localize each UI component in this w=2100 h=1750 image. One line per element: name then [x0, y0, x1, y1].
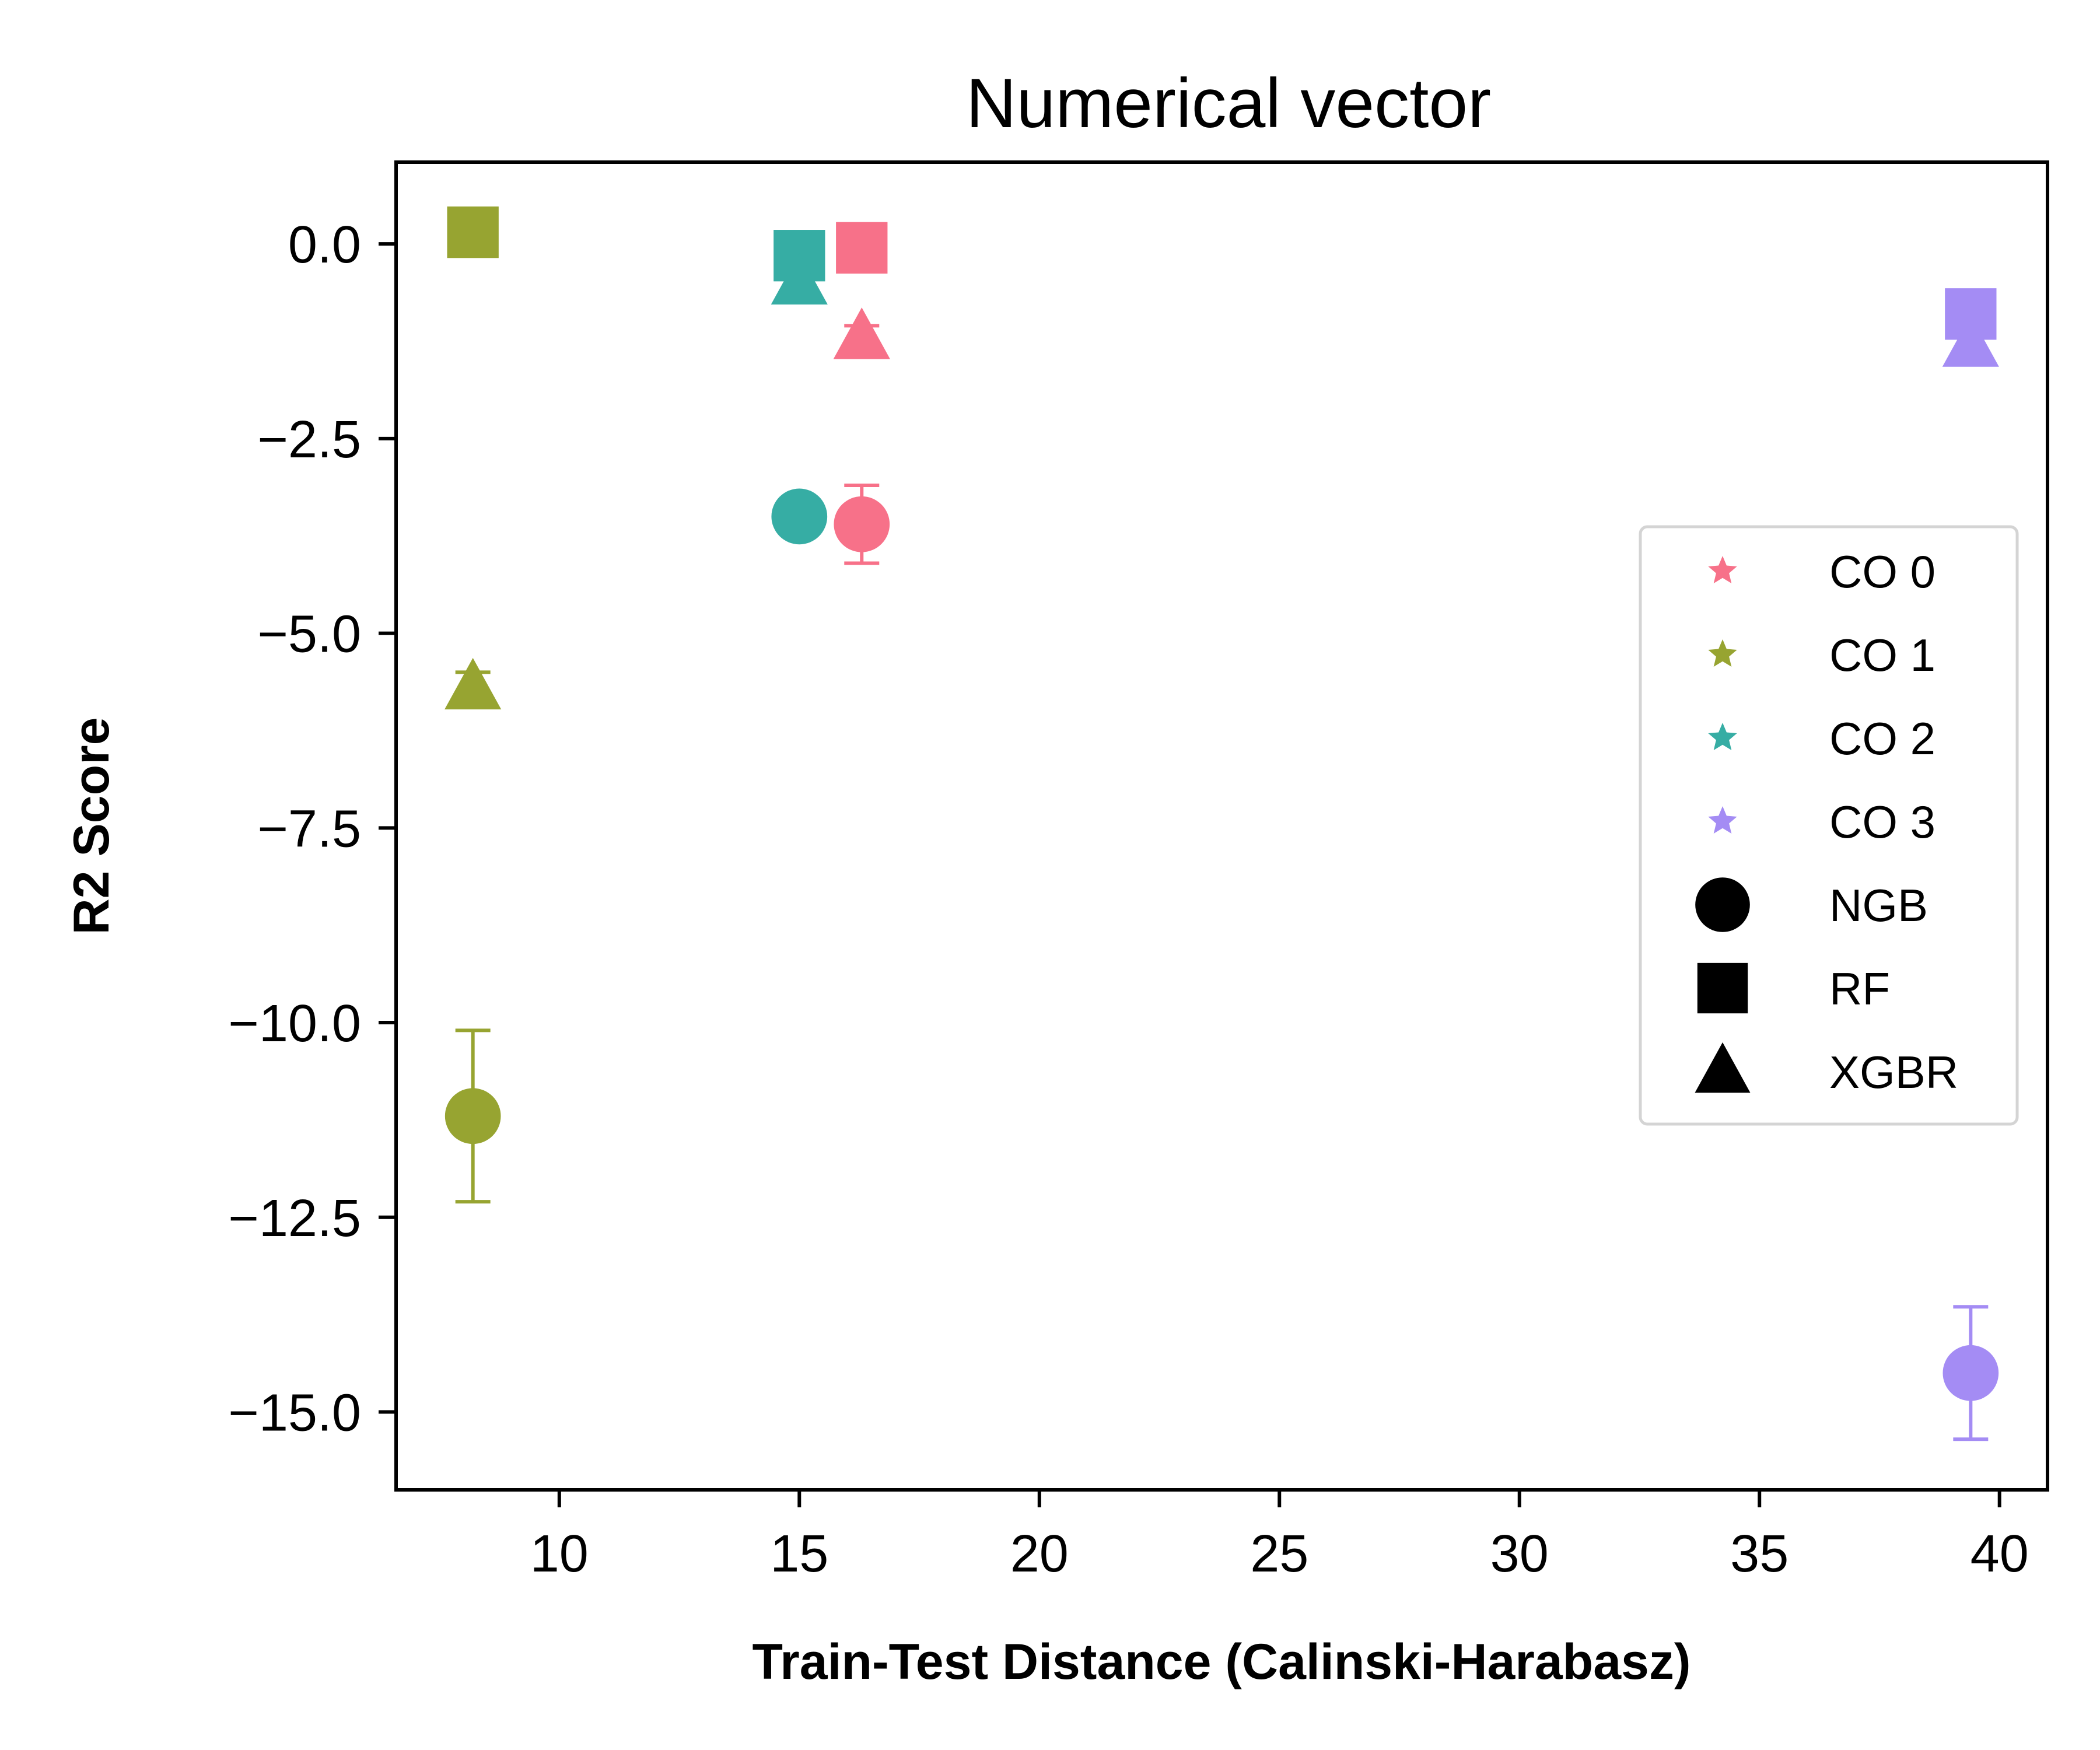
legend-label-co-2: CO 2 [1829, 713, 1936, 764]
y-tick-label-6: −15.0 [228, 1384, 361, 1443]
legend-marker-xgbr [1695, 1042, 1751, 1093]
y-tick-label-0: 0.0 [288, 216, 361, 274]
y-tick-label-2: −5.0 [257, 606, 361, 664]
x-tick-label-30: 30 [1490, 1525, 1549, 1583]
plot-area [444, 206, 1999, 1441]
x-tick-label-10: 10 [530, 1525, 589, 1583]
legend-marker-rf [1697, 963, 1748, 1014]
x-tick-label-40: 40 [1971, 1525, 2029, 1583]
point-co-3-ngb [1943, 1345, 1999, 1401]
point-co-1-xgbr [444, 657, 502, 710]
x-tick-label-15: 15 [770, 1525, 828, 1583]
legend-label-co-3: CO 3 [1829, 796, 1936, 848]
y-tick-label-3: −7.5 [257, 800, 361, 858]
legend-marker-ngb [1695, 877, 1750, 932]
y-axis-label: R2 Score [64, 718, 120, 935]
legend-label-rf: RF [1829, 963, 1890, 1014]
point-co-0-rf [836, 222, 888, 274]
legend-marker-co-3 [1708, 806, 1737, 834]
legend-label-xgbr: XGBR [1829, 1046, 1958, 1098]
x-axis: 10 15 20 25 30 35 40 [530, 1490, 2029, 1583]
y-tick-label-5: −12.5 [228, 1189, 361, 1248]
plot-frame [394, 160, 2049, 1492]
x-tick-label-20: 20 [1010, 1525, 1069, 1583]
y-tick-label-4: −10.0 [228, 995, 361, 1053]
x-tick-label-35: 35 [1730, 1525, 1788, 1583]
legend-box [1639, 525, 2019, 1126]
point-co-2-xgbr [771, 253, 828, 305]
point-co-3-xgbr [1942, 315, 1999, 367]
legend-label-co-0: CO 0 [1829, 546, 1936, 597]
x-axis-label: Train-Test Distance (Calinski-Harabasz) [752, 1634, 1690, 1690]
legend-marker-co-1 [1708, 639, 1737, 667]
x-tick-label-25: 25 [1250, 1525, 1308, 1583]
chart-title: Numerical vector [966, 64, 1491, 142]
point-co-1-ngb [444, 1088, 501, 1144]
legend: CO 0 CO 1 CO 2 CO 3 NGB RF XGBR [1639, 525, 2019, 1126]
legend-marker-co-0 [1708, 556, 1737, 583]
legend-marker-co-2 [1708, 723, 1737, 750]
point-co-0-ngb [834, 496, 890, 552]
y-axis: 0.0 −2.5 −5.0 −7.5 −10.0 −12.5 −15.0 [228, 216, 396, 1443]
legend-label-ngb: NGB [1829, 880, 1928, 931]
legend-label-co-1: CO 1 [1829, 629, 1936, 681]
point-co-0-xgbr [833, 307, 890, 359]
point-co-1-rf [447, 206, 499, 258]
y-tick-label-1: −2.5 [257, 411, 361, 469]
point-co-2-ngb [771, 488, 828, 545]
